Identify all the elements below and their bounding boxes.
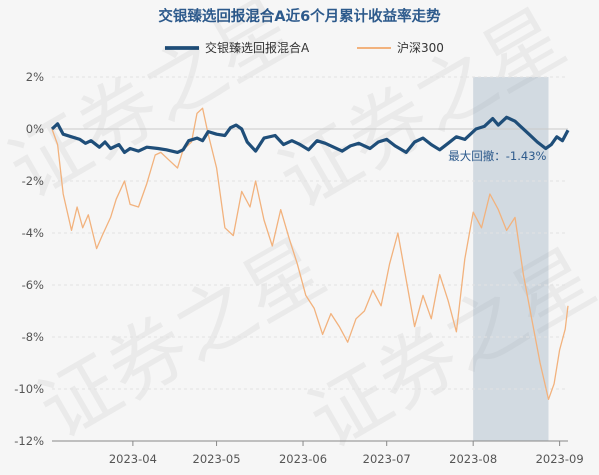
y-axis: 2% 0% -2% -4% -6% -8% -10% -12% <box>14 70 44 448</box>
legend-item-fund-label: 交银臻选回报混合A <box>205 40 310 55</box>
max-drawdown-region <box>473 77 549 441</box>
legend: 交银臻选回报混合A 沪深300 <box>165 40 444 55</box>
y-tick-label: -2% <box>22 174 44 188</box>
y-tick-label: 0% <box>26 122 44 136</box>
y-tick-label: -8% <box>22 330 44 344</box>
x-tick-label: 2023-04 <box>109 452 157 466</box>
watermark-text: 证券之星 <box>295 233 599 467</box>
x-tick-label: 2023-08 <box>449 452 497 466</box>
x-tick-label: 2023-09 <box>536 452 584 466</box>
max-drawdown-label: 最大回撤：-1.43% <box>448 149 546 163</box>
max-drawdown-band <box>473 77 549 441</box>
y-tick-label: -10% <box>14 382 44 396</box>
x-axis: 2023-04 2023-05 2023-06 2023-07 2023-08 2023-… <box>52 440 584 466</box>
series-line-fund <box>50 115 570 154</box>
x-tick-label: 2023-06 <box>279 452 327 466</box>
chart-title: 交银臻选回报混合A近6个月累计收益率走势 <box>158 7 441 25</box>
y-tick-label: -6% <box>22 278 44 292</box>
series-lines <box>50 107 570 401</box>
y-tick-label: 2% <box>26 70 44 84</box>
legend-item-csi300-label: 沪深300 <box>397 41 444 55</box>
x-tick-label: 2023-05 <box>193 452 241 466</box>
watermark-text: 证券之星 <box>0 0 310 216</box>
series-line-csi300 <box>51 107 569 401</box>
x-tick-label: 2023-07 <box>363 452 411 466</box>
y-tick-label: -4% <box>22 226 44 240</box>
watermark-text: 证券之星 <box>25 223 340 457</box>
y-tick-label: -12% <box>14 434 44 448</box>
